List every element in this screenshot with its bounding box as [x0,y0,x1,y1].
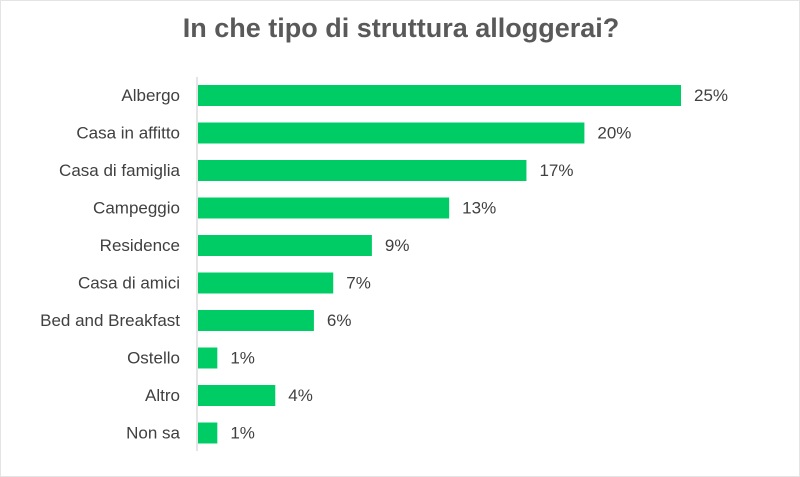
bar-albergo [198,85,681,106]
category-label: Casa di famiglia [59,161,180,180]
bar-campeggio [198,197,450,219]
bar-casa-di-famiglia [198,160,527,181]
bar-bed-and-breakfast [198,310,314,331]
value-label: 4% [288,386,313,405]
value-label: 20% [597,124,631,143]
category-label: Residence [100,236,180,255]
value-label: 6% [327,311,352,330]
category-label: Non sa [126,424,180,443]
category-label: Ostello [127,349,180,368]
value-label: 1% [230,424,255,443]
category-label: Campeggio [93,199,180,218]
bar-casa-di-amici [198,272,334,294]
bar-residence [198,235,372,256]
bar-non-sa [198,422,218,444]
value-label: 9% [385,236,410,255]
bar-ostello [198,347,218,369]
category-label: Bed and Breakfast [40,311,180,330]
value-label: 13% [462,199,496,218]
category-label: Altro [145,386,180,405]
category-label: Casa in affitto [76,124,180,143]
bars-group: Albergo 25% Casa in affitto 20% Casa di fami… [40,85,728,444]
chart-title: In che tipo di struttura alloggerai? [182,13,620,43]
category-label: Albergo [121,86,180,105]
bar-casa-in-affitto [198,122,585,144]
value-label: 7% [346,274,371,293]
value-label: 1% [230,349,255,368]
value-label: 25% [694,86,728,105]
category-label: Casa di amici [78,274,180,293]
value-label: 17% [539,161,573,180]
bar-altro [198,385,276,406]
